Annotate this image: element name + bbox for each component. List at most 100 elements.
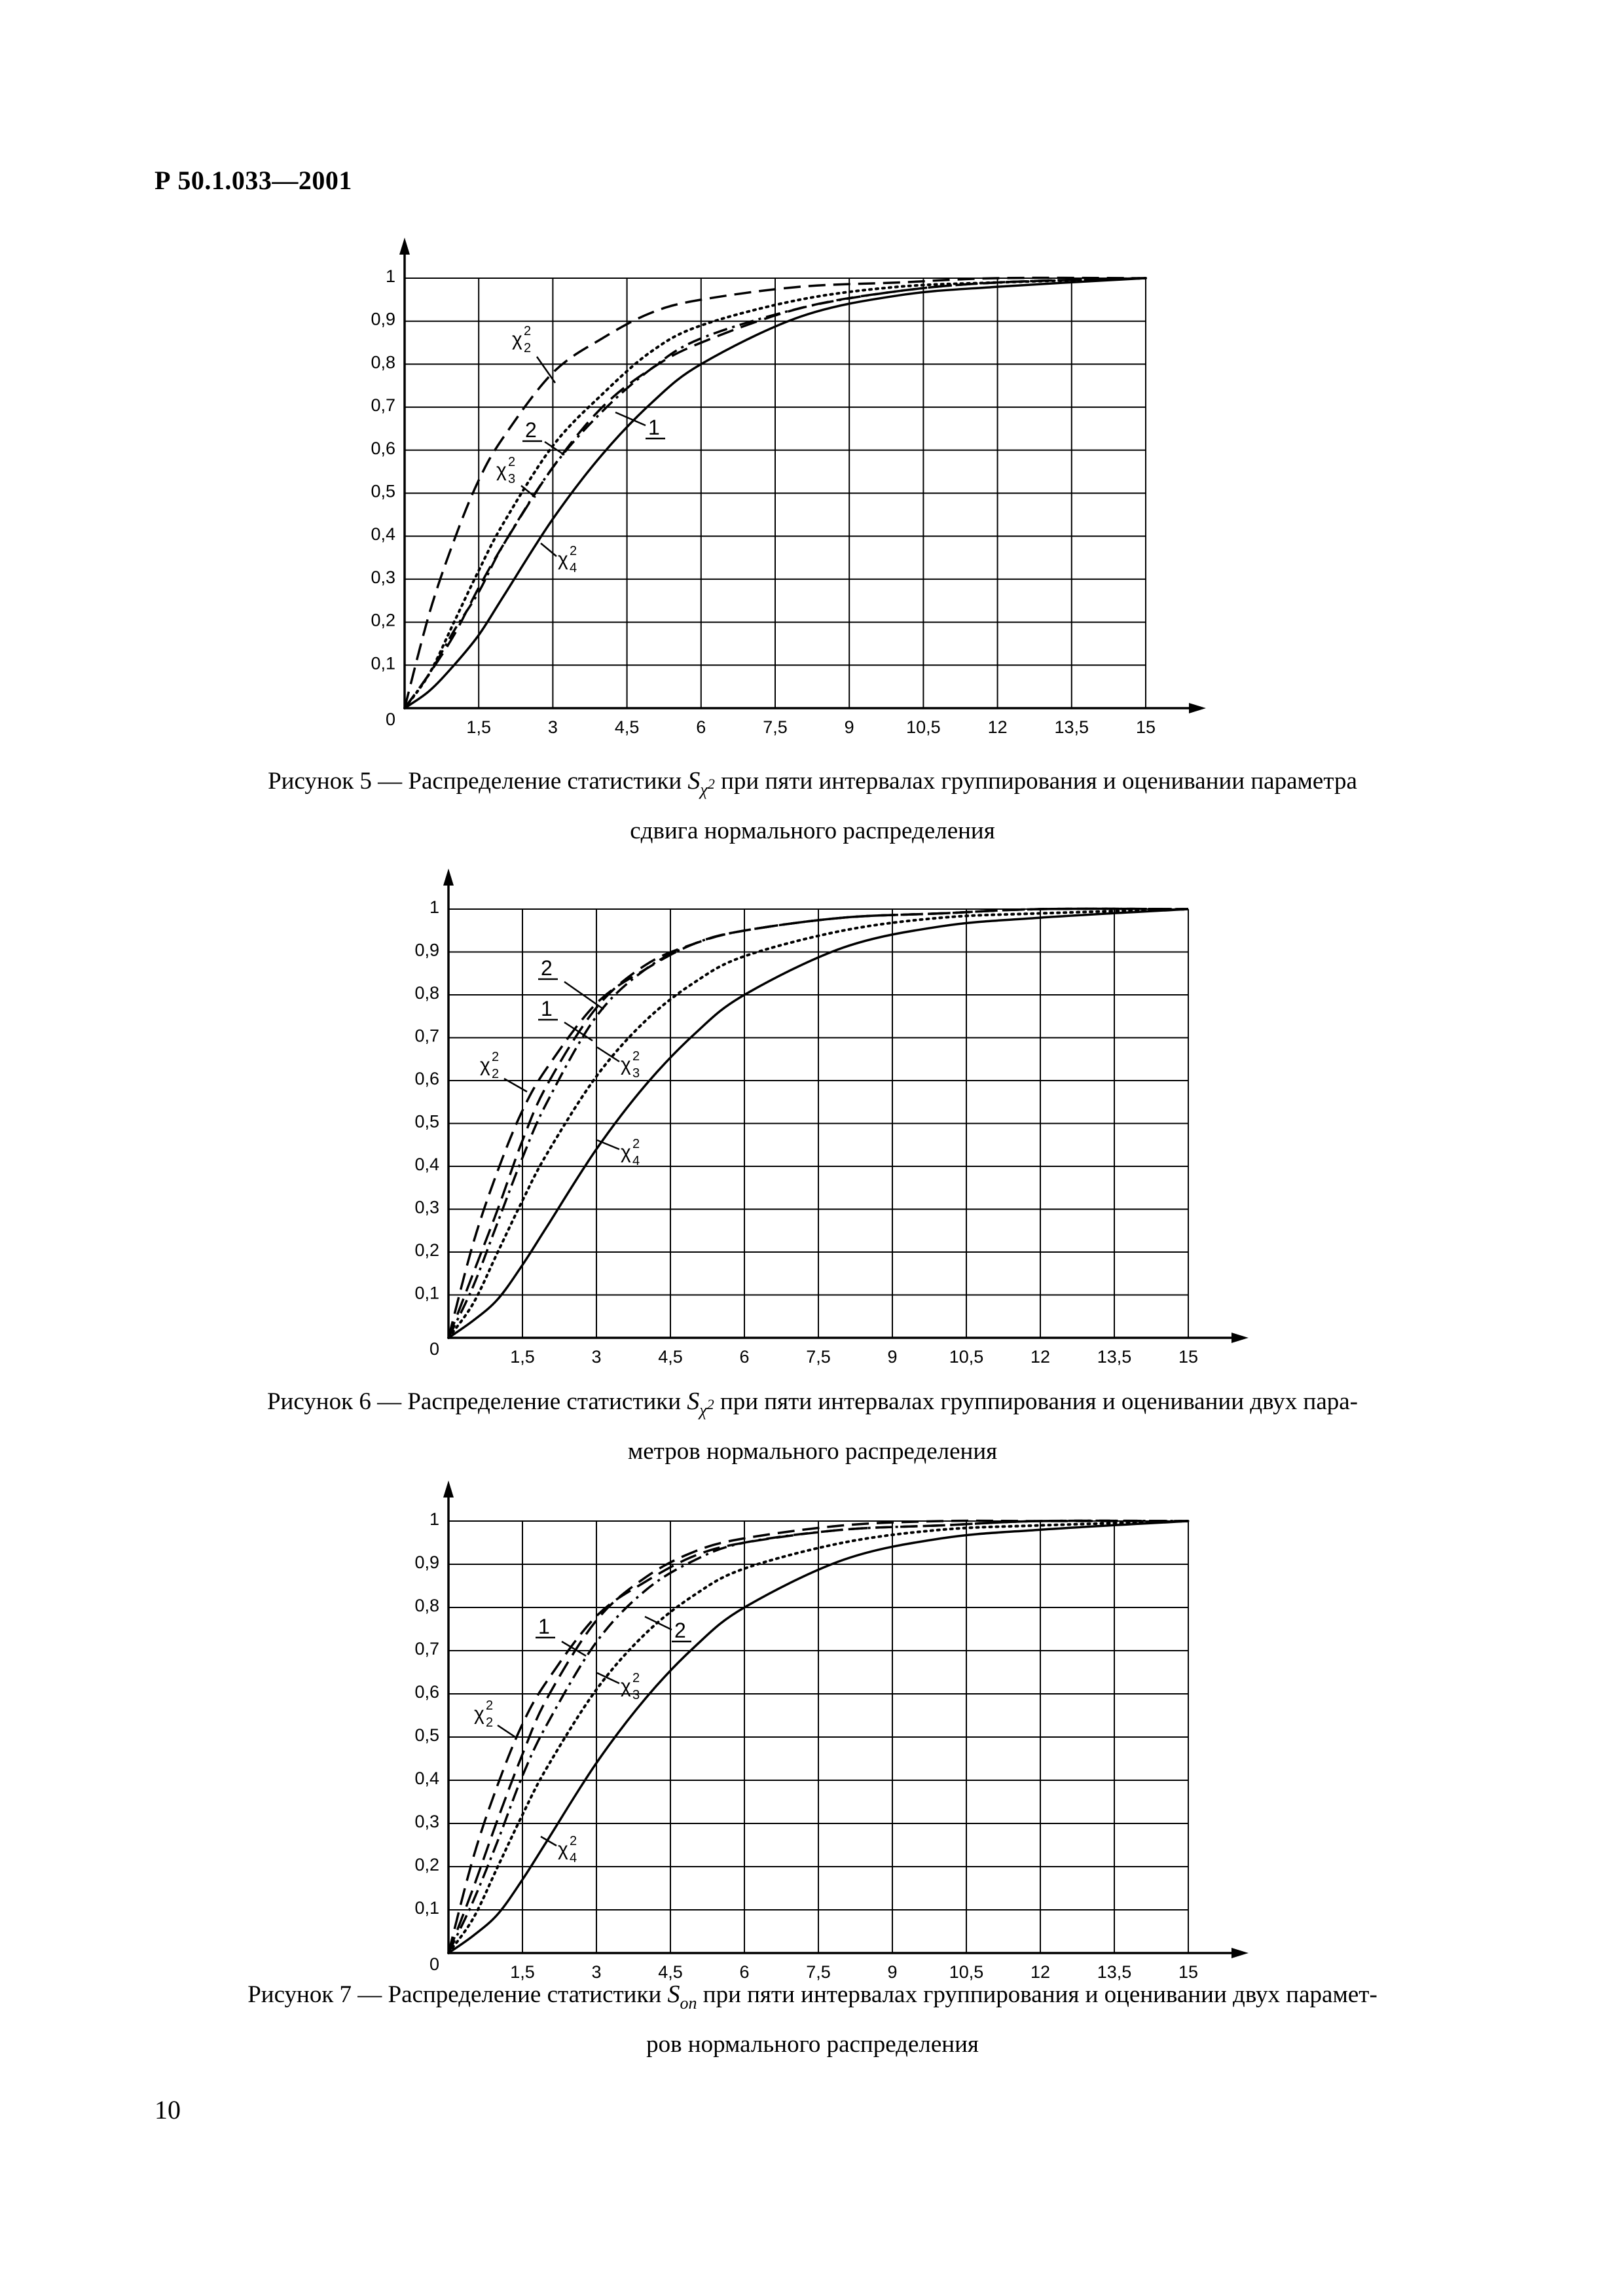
statistic-symbol: Sχ2: [687, 767, 715, 799]
y-tick-label: 0,8: [414, 1596, 439, 1615]
x-tick-label: 3: [591, 1962, 601, 1982]
curve-label-sub: 2: [524, 341, 531, 355]
curve-label-text: χ: [474, 1703, 484, 1725]
statistic-symbol: Sоп: [667, 1981, 697, 2013]
caption-lead: Рисунок 6 — Распределение статистики: [266, 1388, 682, 1415]
x-tick-label: 9: [887, 1347, 897, 1367]
figure-7-caption: Рисунок 7 — Распределение статистики Sоп…: [155, 1974, 1470, 2065]
curve-leader-line: [536, 356, 556, 384]
curve-label-sub: 4: [570, 1851, 577, 1865]
y-tick-label: 0,1: [414, 1283, 439, 1303]
x-tick-label: 6: [696, 717, 706, 737]
curve-label: χ 2 3: [496, 455, 536, 498]
y-tick-label: 0,9: [414, 1552, 439, 1572]
caption-rest: при пяти интервалах группирования и оцен…: [721, 768, 1357, 795]
caption-line-1: Рисунок 5 — Распределение статистики Sχ2…: [155, 761, 1470, 810]
series-line: [403, 276, 1146, 709]
curve-leader-line: [644, 1615, 672, 1631]
y-tick-label: 0,5: [414, 1725, 439, 1745]
series-line: [403, 277, 1146, 709]
y-axis-arrow-icon: [443, 869, 454, 886]
x-tick-label: 10,5: [949, 1347, 984, 1367]
y-tick-label: 0,8: [371, 352, 395, 372]
y-tick-label: 0,6: [414, 1682, 439, 1702]
grid: [448, 1520, 1189, 1953]
caption-lead: Рисунок 5 — Распределение статистики: [268, 768, 682, 795]
caption-line-1: Рисунок 6 — Распределение статистики Sχ2…: [155, 1381, 1470, 1431]
y-tick-label: 0,3: [414, 1812, 439, 1831]
curve-label: χ 2 2: [480, 1050, 528, 1093]
x-tick-label: 10,5: [906, 717, 941, 737]
caption-lead: Рисунок 7 — Распределение статистики: [247, 1981, 662, 2008]
y-tick-label: 0,2: [414, 1240, 439, 1260]
caption-line-2: метров нормального распределения: [627, 1438, 998, 1465]
curve-label-text: 1: [648, 416, 660, 439]
caption-line-2: ров нормального распределения: [646, 2031, 979, 2058]
x-axis-arrow-icon: [1231, 1948, 1249, 1958]
curve-label-sub: 4: [570, 561, 577, 575]
curve-label-text: 1: [541, 997, 553, 1020]
curve-label-text: 2: [674, 1619, 686, 1642]
x-tick-label: 6: [739, 1347, 749, 1367]
curve-leader-line: [503, 1077, 528, 1093]
x-tick-label: 10,5: [949, 1962, 984, 1982]
series-line: [447, 1519, 1188, 1954]
curve-label-sub: 4: [632, 1154, 640, 1168]
curve-label-text: χ: [496, 459, 507, 481]
y-tick-label: 0,5: [371, 482, 395, 501]
grid: [448, 908, 1189, 1338]
curve-leader-line: [561, 1640, 587, 1657]
series-line: [447, 1520, 1189, 1954]
axes: [443, 1480, 1249, 1958]
x-tick-label: 13,5: [1097, 1962, 1132, 1982]
y-tick-label: 0,6: [371, 439, 395, 458]
curve-label-sup: 2: [632, 1137, 640, 1151]
curve-leader-line: [615, 411, 646, 427]
curve-label: χ 2 3: [596, 1671, 640, 1702]
x-tick-label: 15: [1178, 1962, 1198, 1982]
y-tick-label: 0,2: [414, 1855, 439, 1874]
x-tick-label: 3: [591, 1347, 601, 1367]
x-tick-label: 1,5: [510, 1347, 535, 1367]
x-tick-label: 13,5: [1055, 717, 1089, 737]
x-tick-label: 7,5: [806, 1962, 831, 1982]
curve-label-text: χ: [512, 329, 522, 350]
curve-label-text: 1: [538, 1615, 550, 1638]
x-tick-label: 15: [1136, 717, 1156, 737]
y-tick-label: 0,7: [371, 395, 395, 415]
x-tick-label: 4,5: [658, 1962, 683, 1982]
series-line: [403, 277, 1146, 709]
series-line: [447, 1520, 1190, 1954]
curve-label: χ 2 4: [596, 1137, 640, 1168]
curve-leader-line: [564, 980, 604, 1011]
x-tick-label: 7,5: [763, 717, 788, 737]
x-tick-label: 1,5: [510, 1962, 535, 1982]
x-axis-arrow-icon: [1189, 703, 1206, 713]
x-tick-label: 4,5: [615, 717, 640, 737]
series-line: [403, 277, 1147, 709]
figure-6-caption: Рисунок 6 — Распределение статистики Sχ2…: [155, 1381, 1470, 1472]
series-line: [447, 1519, 1189, 1954]
x-tick-label: 6: [739, 1962, 749, 1982]
x-tick-label: 9: [887, 1962, 897, 1982]
curve-label-sub: 3: [632, 1066, 640, 1081]
x-tick-label: 7,5: [806, 1347, 831, 1367]
curve-label-sub: 2: [492, 1067, 499, 1081]
x-tick-label: 9: [845, 717, 854, 737]
curve-leader-line: [497, 1724, 518, 1740]
curve-leader-line: [596, 1139, 620, 1151]
curve-label-text: χ: [480, 1054, 490, 1076]
axes: [443, 869, 1249, 1343]
figure-5-caption: Рисунок 5 — Распределение статистики Sχ2…: [155, 761, 1470, 852]
series-line: [447, 907, 1189, 1338]
series-line: [447, 907, 1189, 1338]
curve-label-text: χ: [621, 1054, 631, 1075]
x-tick-label: 12: [988, 717, 1008, 737]
x-tick-label: 13,5: [1097, 1347, 1132, 1367]
curve-label-sub: 3: [508, 472, 515, 486]
